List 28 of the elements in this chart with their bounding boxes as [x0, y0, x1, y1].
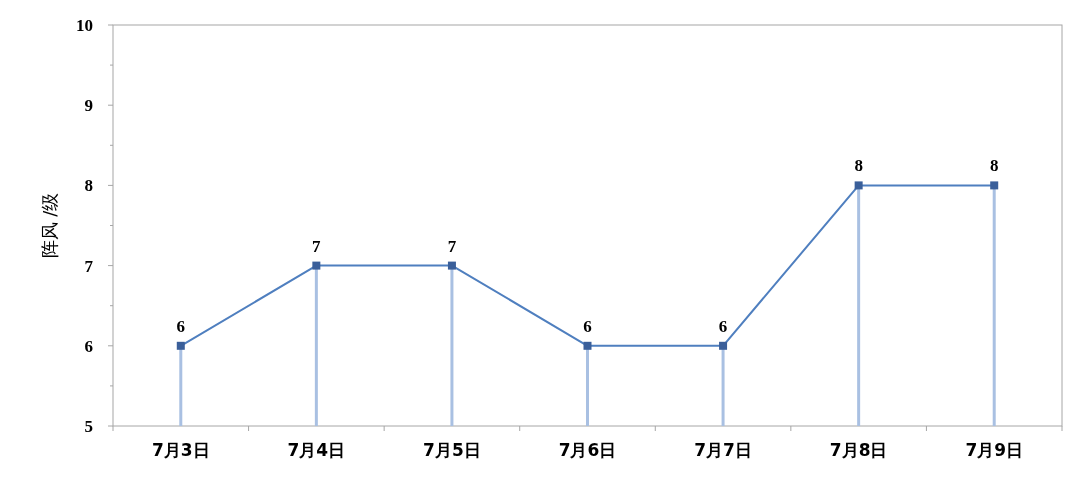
x-tick-label: 7月3日	[151, 440, 210, 460]
y-tick-label: 6	[84, 336, 93, 356]
y-tick-label: 5	[84, 417, 93, 436]
x-tick-label: 7月6日	[558, 440, 617, 460]
y-tick-label: 8	[84, 176, 93, 196]
point	[990, 181, 999, 190]
data-label: 6	[583, 316, 592, 336]
y-tick-label: 9	[84, 96, 93, 116]
data-label: 7	[312, 236, 322, 256]
data-label: 6	[176, 316, 186, 336]
y-tick-label: 10	[76, 16, 93, 35]
data-label: 6	[718, 316, 728, 336]
point	[583, 341, 592, 350]
point	[854, 181, 863, 190]
x-tick-label: 7月8日	[829, 440, 888, 460]
x-tick-label: 7月4日	[287, 440, 346, 460]
x-tick-label: 7月7日	[694, 440, 752, 460]
point	[447, 261, 456, 270]
y-axis-title: 阵风 /级	[39, 192, 60, 259]
x-tick-label: 7月5日	[423, 440, 481, 460]
point	[719, 341, 728, 350]
point	[312, 261, 321, 270]
x-tick-label: 7月9日	[965, 440, 1024, 460]
data-label: 8	[989, 156, 999, 176]
data-label: 8	[854, 156, 863, 176]
y-tick-label: 7	[84, 256, 94, 276]
point	[176, 341, 185, 350]
data-label: 7	[447, 236, 457, 256]
